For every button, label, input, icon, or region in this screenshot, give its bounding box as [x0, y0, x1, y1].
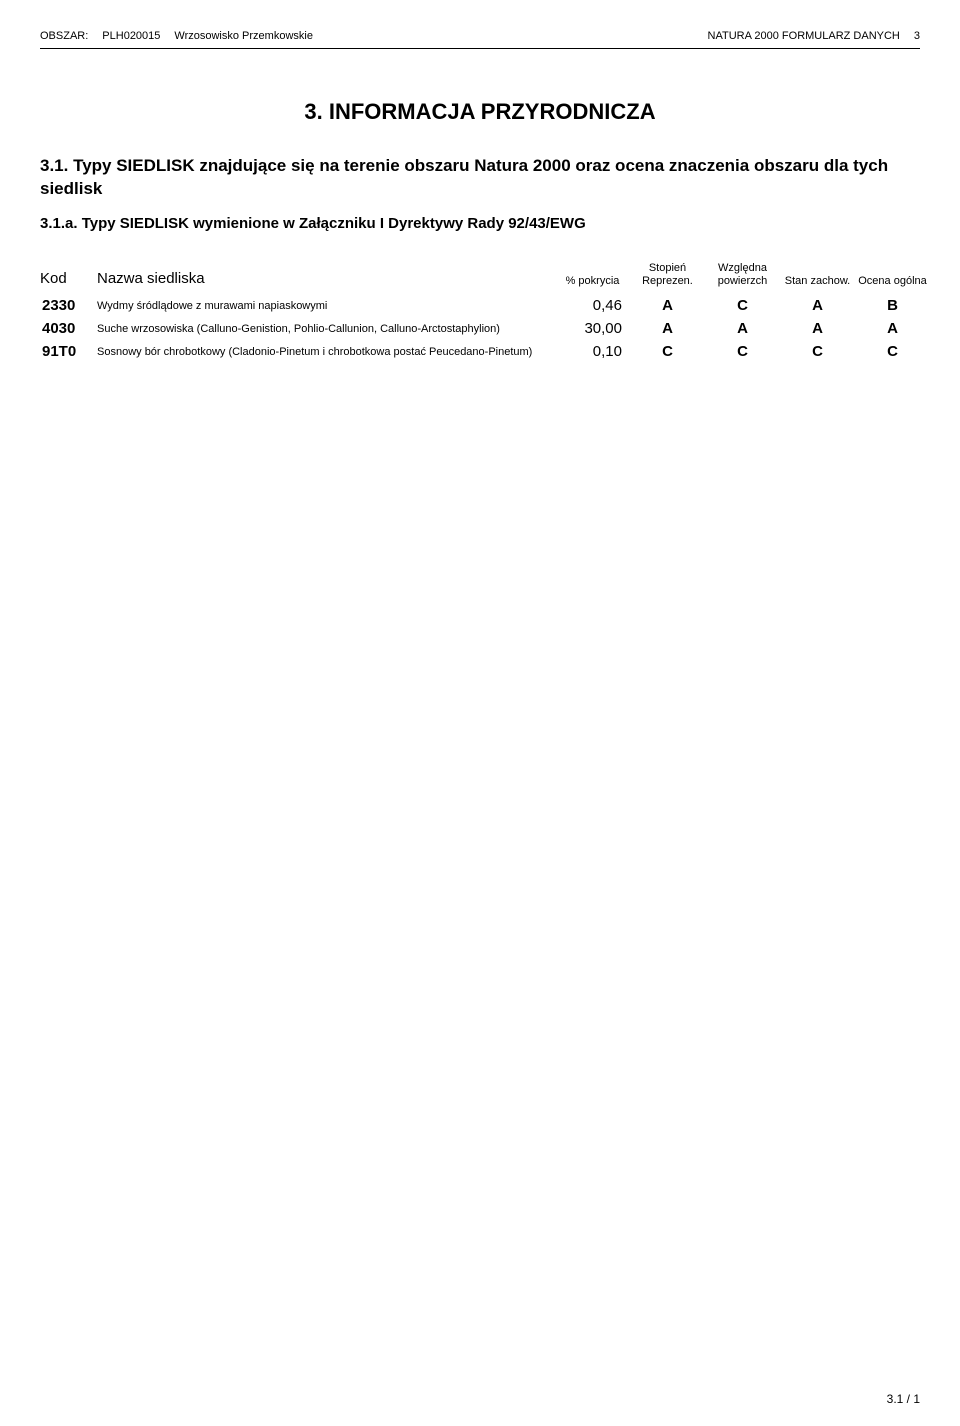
col-header-pct: % pokrycia [555, 262, 630, 294]
page-header: OBSZAR: PLH020015 Wrzosowisko Przemkowsk… [40, 30, 920, 48]
col-header-kod: Kod [40, 262, 95, 294]
page: OBSZAR: PLH020015 Wrzosowisko Przemkowsk… [0, 0, 960, 1426]
table-row: 4030 Suche wrzosowiska (Calluno-Genistio… [40, 317, 930, 340]
cell-rep: A [630, 294, 705, 317]
table-row: 91T0 Sosnowy bór chrobotkowy (Cladonio-P… [40, 340, 930, 363]
col-header-name: Nazwa siedliska [95, 262, 555, 294]
header-left: OBSZAR: PLH020015 Wrzosowisko Przemkowsk… [40, 30, 313, 42]
table-body: 2330 Wydmy śródlądowe z murawami napiask… [40, 294, 930, 363]
col-header-rep: Stopień Reprezen. [630, 262, 705, 294]
header-right: NATURA 2000 FORMULARZ DANYCH 3 [708, 30, 920, 42]
page-footer: 3.1 / 1 [887, 1392, 920, 1406]
cell-zach: C [780, 340, 855, 363]
table-row: 2330 Wydmy śródlądowe z murawami napiask… [40, 294, 930, 317]
cell-name: Suche wrzosowiska (Calluno-Genistion, Po… [95, 317, 555, 340]
header-area-label: OBSZAR: [40, 30, 88, 42]
cell-zach: A [780, 294, 855, 317]
section-title: 3. INFORMACJA PRZYRODNICZA [40, 99, 920, 125]
cell-kod: 91T0 [40, 340, 95, 363]
col-header-pow: Względna powierzch [705, 262, 780, 294]
cell-name: Wydmy śródlądowe z murawami napiaskowymi [95, 294, 555, 317]
subsection-title: 3.1. Typy SIEDLISK znajdujące się na ter… [40, 155, 920, 201]
cell-pct: 0,10 [555, 340, 630, 363]
cell-pow: C [705, 294, 780, 317]
habitat-table: Kod Nazwa siedliska % pokrycia Stopień R… [40, 262, 930, 363]
cell-pow: C [705, 340, 780, 363]
cell-pct: 0,46 [555, 294, 630, 317]
table-head: Kod Nazwa siedliska % pokrycia Stopień R… [40, 262, 930, 294]
cell-zach: A [780, 317, 855, 340]
header-page-number: 3 [914, 30, 920, 42]
cell-kod: 2330 [40, 294, 95, 317]
subsubsection-title: 3.1.a. Typy SIEDLISK wymienione w Załącz… [40, 215, 920, 232]
header-divider [40, 48, 920, 49]
cell-rep: C [630, 340, 705, 363]
cell-kod: 4030 [40, 317, 95, 340]
cell-pct: 30,00 [555, 317, 630, 340]
col-header-zach: Stan zachow. [780, 262, 855, 294]
header-form-label: NATURA 2000 FORMULARZ DANYCH [708, 30, 900, 42]
cell-ocena: A [855, 317, 930, 340]
col-header-ocena: Ocena ogólna [855, 262, 930, 294]
cell-name: Sosnowy bór chrobotkowy (Cladonio-Pinetu… [95, 340, 555, 363]
header-area-code: PLH020015 [102, 30, 160, 42]
cell-ocena: B [855, 294, 930, 317]
cell-ocena: C [855, 340, 930, 363]
header-area-name: Wrzosowisko Przemkowskie [174, 30, 313, 42]
cell-rep: A [630, 317, 705, 340]
cell-pow: A [705, 317, 780, 340]
